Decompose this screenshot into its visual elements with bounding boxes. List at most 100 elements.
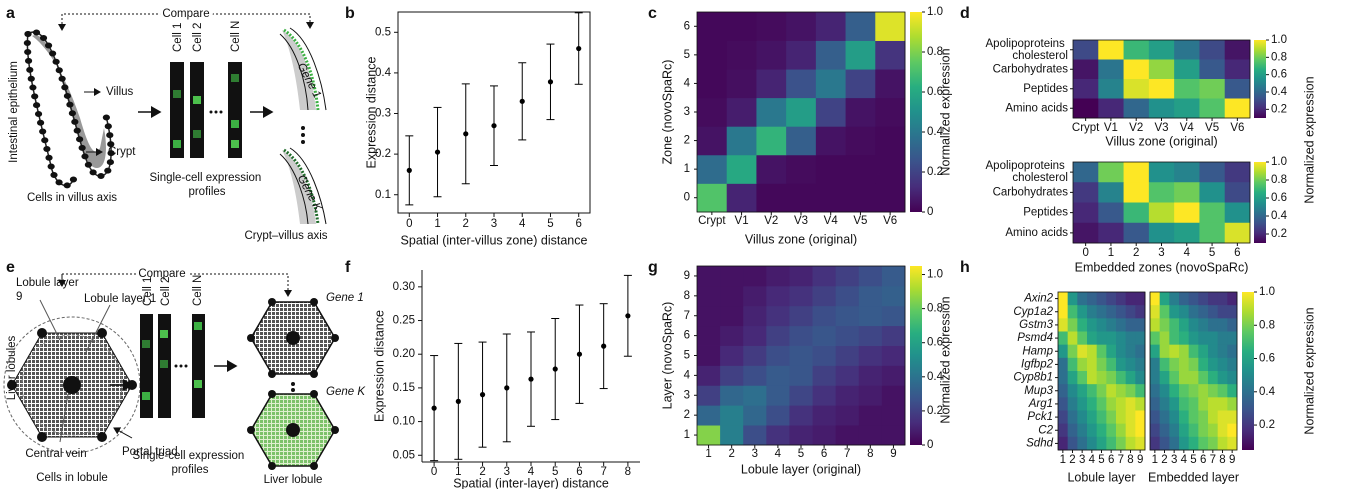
heatmap-cell xyxy=(1198,318,1209,332)
heatmap-cell xyxy=(1073,182,1099,203)
x-tick-label: 8 xyxy=(625,466,631,478)
heatmap-cell xyxy=(812,385,837,406)
heatmap-cell xyxy=(1208,410,1219,425)
heatmap-cell xyxy=(1125,357,1136,372)
y-tick-label: 5 xyxy=(684,49,690,61)
heatmap-cell xyxy=(1098,182,1124,203)
heatmap-cell xyxy=(789,266,813,287)
diagram-shape xyxy=(193,130,201,138)
x-tick-label: 2 xyxy=(1133,247,1139,259)
heatmap-cell xyxy=(1058,318,1069,332)
heatmap-cell xyxy=(697,425,721,446)
heatmap-cell xyxy=(1179,436,1190,451)
heatmap-cell xyxy=(743,365,767,386)
heatmap-cell xyxy=(1217,436,1228,451)
x-tick-label: 5 xyxy=(1098,454,1104,466)
diagram-shape xyxy=(78,144,86,151)
heatmap-cell xyxy=(1096,331,1107,346)
heatmap-cell xyxy=(1179,331,1190,346)
diagram-shape xyxy=(97,328,107,338)
point xyxy=(406,167,412,173)
point xyxy=(504,385,510,391)
x-tick-label: 7 xyxy=(1210,454,1216,466)
diagram-shape xyxy=(173,90,181,98)
diagram-shape xyxy=(106,132,114,139)
y-tick-label: Arg1 xyxy=(1028,398,1053,410)
heatmap-cell xyxy=(743,266,767,287)
heatmap-cell xyxy=(835,305,860,327)
label: Single-cell expression xyxy=(132,450,247,462)
point xyxy=(455,398,461,404)
heatmap-cell xyxy=(1150,371,1161,385)
diagram-shape xyxy=(107,141,115,148)
heatmap-cell xyxy=(881,285,906,307)
heatmap-cell xyxy=(858,385,883,406)
y-axis-label: Expression distance xyxy=(372,310,386,422)
heatmap-cell xyxy=(835,345,860,366)
heatmap-cell xyxy=(720,305,744,327)
heatmap-cell xyxy=(1058,423,1069,438)
colorbar-tick-label: 1.0 xyxy=(1259,286,1275,298)
heatmap-cell xyxy=(1148,202,1175,224)
y-tick-label: Hamp xyxy=(1022,345,1053,357)
x-tick-label: 1 xyxy=(455,466,461,478)
heatmap-cell xyxy=(1087,292,1098,306)
heatmap-cell xyxy=(875,183,906,213)
heatmap-cell xyxy=(1125,397,1136,411)
diagram-shape xyxy=(31,93,39,100)
heatmap-cell xyxy=(766,305,790,327)
y-tick-label: Amino acids xyxy=(1005,102,1068,114)
heatmap-cell xyxy=(1169,318,1180,332)
label: Apolipoproteins xyxy=(986,160,1068,172)
diagram-e: e Compare Lobule layer 9 Lobule layer 1 … xyxy=(3,259,366,486)
heatmap-cell xyxy=(881,266,906,287)
label: Liver lobule xyxy=(264,474,323,486)
y-tick-label: 1 xyxy=(684,163,690,175)
heatmap-cell xyxy=(1198,357,1209,372)
heatmap-cell xyxy=(1067,292,1078,306)
heatmap-cell xyxy=(766,266,790,287)
x-axis-label: Embedded layer xyxy=(1148,470,1239,484)
heatmap-cell xyxy=(858,266,883,287)
heatmap-cell xyxy=(1188,331,1199,346)
heatmap-cell xyxy=(1106,357,1117,372)
heatmap-cell xyxy=(1217,371,1228,385)
y-tick-label: 0.4 xyxy=(375,67,392,79)
heatmap-cell xyxy=(875,69,906,99)
diagram-shape xyxy=(190,62,204,158)
heatmap-cell xyxy=(1150,318,1161,332)
heatmap-cell xyxy=(815,97,846,127)
heatmap-cell xyxy=(1087,436,1098,451)
heatmap-cell xyxy=(1174,59,1200,80)
heatmap-cell xyxy=(1217,344,1228,359)
colorbar-label: Normalized expression xyxy=(938,296,952,423)
point xyxy=(519,98,525,104)
x-tick-label: 8 xyxy=(1219,454,1225,466)
heatmap-cell xyxy=(1135,344,1146,359)
heatmap-cell xyxy=(1106,318,1117,332)
x-tick-label: 4 xyxy=(528,466,535,478)
y-tick-label: Cyp1a2 xyxy=(1013,306,1053,318)
y-tick-label: 0.20 xyxy=(393,348,415,360)
heatmap-cell xyxy=(697,266,721,287)
heatmap-cell xyxy=(1106,344,1117,359)
heatmap-cell xyxy=(1188,436,1199,451)
heatmap-cell xyxy=(1135,318,1146,332)
heatmap-cell xyxy=(1106,397,1117,411)
heatmap-cell xyxy=(812,425,837,446)
y-tick-label: 0.2 xyxy=(375,148,391,160)
heatmap-cell xyxy=(1174,202,1200,224)
heatmap-cell xyxy=(1208,397,1219,411)
heatmap-cell xyxy=(1208,371,1219,385)
colorbar-tick-label: 0.6 xyxy=(1271,192,1287,204)
heatmap-cell xyxy=(697,97,728,127)
heatmap-cell xyxy=(1188,292,1199,306)
x-axis-label: Villus zone (original) xyxy=(745,232,857,246)
heatmap-cell xyxy=(789,405,813,426)
heatmap-cell xyxy=(1227,331,1238,346)
heatmap-cell xyxy=(815,126,846,156)
x-axis-label: Embedded zones (novoSpaRc) xyxy=(1075,260,1249,274)
heatmap-cell xyxy=(875,40,906,70)
heatmap-cell xyxy=(1067,305,1078,319)
point xyxy=(479,392,486,398)
